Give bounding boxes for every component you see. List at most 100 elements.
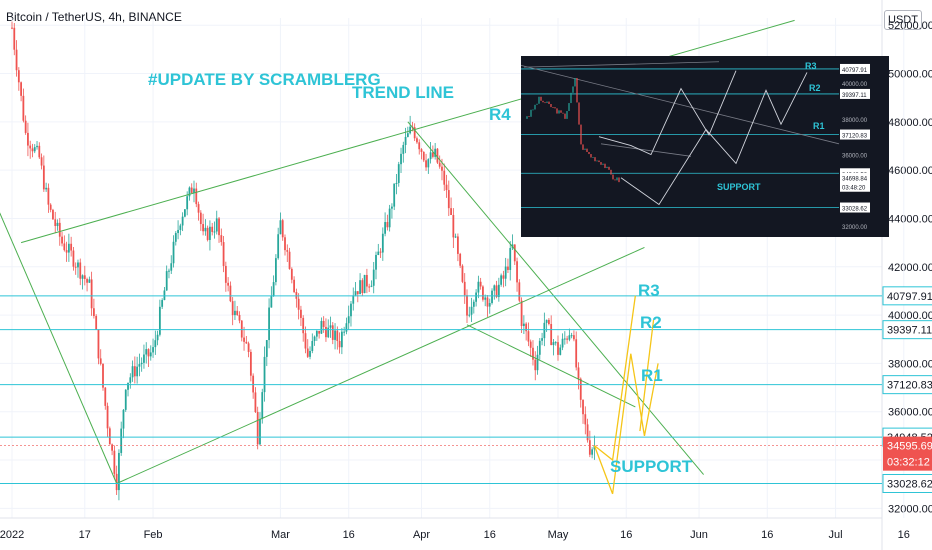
trend-line[interactable] <box>407 121 704 475</box>
trend-line[interactable] <box>116 247 645 484</box>
currency-button[interactable]: USDT <box>884 10 922 30</box>
candle-body <box>381 233 384 253</box>
inset-level-tag <box>840 63 870 74</box>
inset-candle <box>576 78 578 103</box>
inset-candle <box>564 113 566 119</box>
candle-body <box>504 266 507 279</box>
candle-body <box>72 250 75 267</box>
inset-r2-label: R2 <box>809 83 821 93</box>
trend-line[interactable] <box>0 199 118 484</box>
candle-body <box>61 236 63 244</box>
candle-body <box>127 382 129 390</box>
candle-body <box>320 320 323 334</box>
candle-body <box>429 152 432 160</box>
x-tick-label: 2022 <box>0 529 24 541</box>
inset-candle <box>544 102 546 104</box>
candle-body <box>447 190 450 209</box>
candle-body <box>520 300 523 327</box>
inset-candle <box>616 177 618 181</box>
candle-body <box>245 341 248 344</box>
inset-candle <box>546 101 548 103</box>
inset-candle <box>580 124 582 145</box>
candle-body <box>584 414 587 425</box>
candle-body <box>199 212 202 225</box>
candle-body <box>563 338 566 340</box>
candle-body <box>420 149 423 152</box>
candle-body <box>361 280 364 294</box>
y-tick-label: 38000.00 <box>888 358 932 370</box>
candle-body <box>366 274 368 287</box>
candle-body <box>231 301 234 316</box>
candle-body <box>90 279 93 309</box>
inset-level-tag <box>840 88 870 99</box>
inset-candle <box>560 110 562 113</box>
candle-body <box>58 222 61 237</box>
candle-body <box>518 282 521 301</box>
candle-body <box>108 428 111 445</box>
candle-body <box>197 204 200 213</box>
inset-projection <box>620 72 808 206</box>
candle-body <box>188 187 191 197</box>
inset-candle <box>538 96 540 104</box>
candle-body <box>422 151 425 161</box>
candle-body <box>418 142 421 150</box>
y-tick-label: 36000.00 <box>888 407 932 419</box>
candle-body <box>434 148 437 157</box>
candle-body <box>372 269 375 286</box>
chart-header: Bitcoin / TetherUS, 4h, BINANCE <box>6 10 182 24</box>
inset-candle <box>582 144 584 150</box>
inset-level-tag <box>840 129 870 140</box>
candle-body <box>115 473 118 491</box>
candle-body <box>475 292 477 302</box>
candle-body <box>313 336 316 341</box>
candle-body <box>133 366 136 377</box>
projection-path <box>593 295 636 462</box>
candle-body <box>227 282 230 286</box>
inset-level-label: 40797.91 <box>842 68 868 74</box>
candle-body <box>163 290 166 301</box>
r4-label: R4 <box>489 105 511 124</box>
candle-body <box>568 335 571 340</box>
candle-body <box>174 233 177 242</box>
candle-body <box>431 152 434 157</box>
candle-body <box>438 162 441 167</box>
candle-body <box>354 291 357 296</box>
candle-body <box>404 136 407 145</box>
trend-line-annotation: TREND LINE <box>352 83 454 102</box>
x-tick-label: 16 <box>343 529 355 541</box>
candle-body <box>377 251 380 255</box>
candle-body <box>249 351 252 376</box>
level-price-tag <box>882 320 932 340</box>
candle-body <box>106 405 109 429</box>
candle-body <box>181 216 184 226</box>
trend-line[interactable] <box>466 324 636 408</box>
level-price-label: 37120.83 <box>887 380 932 392</box>
inset-tick-label: 38000.00 <box>842 118 868 124</box>
candle-body <box>77 262 79 268</box>
candle-body <box>561 338 564 348</box>
inset-level-label: 39397.11 <box>842 93 867 99</box>
candle-body <box>52 209 54 220</box>
inset-current-label: 34698.84 <box>842 177 868 183</box>
candle-body <box>525 323 528 332</box>
x-tick-label: Mar <box>271 529 290 541</box>
current-price-label: 34595.69 <box>887 441 932 453</box>
candle-body <box>334 330 336 340</box>
candle-body <box>22 95 25 121</box>
candle-body <box>484 297 487 300</box>
candle-body <box>170 263 173 271</box>
y-tick-label: 32000.00 <box>888 503 932 515</box>
r3-label: R3 <box>638 281 660 300</box>
candle-body <box>300 309 302 318</box>
candle-body <box>124 389 127 410</box>
inset-candle <box>532 109 534 111</box>
inset-candle <box>566 111 568 119</box>
candle-body <box>409 126 412 134</box>
candle-body <box>479 281 482 287</box>
candle-body <box>140 362 143 365</box>
x-tick-label: 17 <box>79 529 91 541</box>
candle-body <box>254 392 257 413</box>
inset-candle <box>550 104 552 108</box>
candle-body <box>302 317 305 334</box>
